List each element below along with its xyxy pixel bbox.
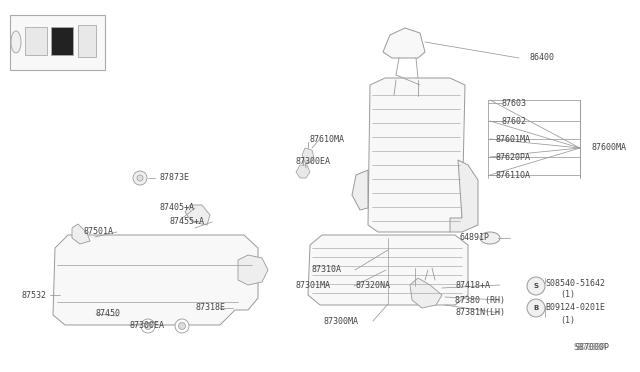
- Polygon shape: [296, 165, 310, 178]
- Polygon shape: [185, 205, 210, 225]
- Text: 87318E: 87318E: [196, 304, 226, 312]
- Circle shape: [137, 175, 143, 181]
- Text: S87000P: S87000P: [574, 343, 606, 353]
- Bar: [25, 27, 47, 55]
- Text: B: B: [533, 305, 539, 311]
- Text: 87405+A: 87405+A: [160, 203, 195, 212]
- Polygon shape: [383, 28, 425, 58]
- Text: 87620PA: 87620PA: [495, 153, 530, 161]
- Text: 87501A: 87501A: [84, 228, 114, 237]
- Text: 87602: 87602: [502, 116, 527, 125]
- Text: 87301MA: 87301MA: [296, 282, 331, 291]
- Text: 87450: 87450: [96, 310, 121, 318]
- Ellipse shape: [11, 31, 21, 53]
- Polygon shape: [308, 235, 468, 305]
- Text: 86400: 86400: [530, 54, 555, 62]
- Circle shape: [527, 299, 545, 317]
- Text: 87300EA: 87300EA: [130, 321, 165, 330]
- Circle shape: [141, 319, 155, 333]
- Text: (1): (1): [560, 315, 575, 324]
- Text: (1): (1): [560, 291, 575, 299]
- Text: 87455+A: 87455+A: [170, 218, 205, 227]
- Text: 87873E: 87873E: [160, 173, 190, 183]
- Text: 87611OA: 87611OA: [495, 170, 530, 180]
- Text: S08540-51642: S08540-51642: [545, 279, 605, 288]
- Bar: [51, 27, 73, 55]
- Polygon shape: [352, 170, 368, 210]
- Circle shape: [175, 319, 189, 333]
- Text: S87000P: S87000P: [574, 343, 609, 353]
- Text: 87610MA: 87610MA: [310, 135, 345, 144]
- Polygon shape: [450, 160, 478, 232]
- Text: 87380 (RH): 87380 (RH): [455, 295, 505, 305]
- Polygon shape: [238, 255, 268, 285]
- Text: 87310A: 87310A: [312, 266, 342, 275]
- Text: 87603: 87603: [502, 99, 527, 108]
- Text: 87320NA: 87320NA: [356, 282, 391, 291]
- Ellipse shape: [480, 232, 500, 244]
- Polygon shape: [302, 148, 314, 163]
- Bar: [10, 15, 105, 70]
- Text: 87300EA: 87300EA: [295, 157, 330, 166]
- Circle shape: [179, 323, 186, 330]
- Text: 64891P: 64891P: [460, 234, 490, 243]
- Circle shape: [527, 277, 545, 295]
- Polygon shape: [53, 235, 258, 325]
- Text: 87601MA: 87601MA: [495, 135, 530, 144]
- Circle shape: [145, 323, 152, 330]
- Circle shape: [133, 171, 147, 185]
- Polygon shape: [368, 78, 465, 232]
- Text: 87300MA: 87300MA: [324, 317, 359, 326]
- Bar: [78, 25, 96, 57]
- Text: 87381N(LH): 87381N(LH): [455, 308, 505, 317]
- Text: 87532: 87532: [22, 291, 47, 299]
- Text: 87418+A: 87418+A: [455, 280, 490, 289]
- Text: B09124-0201E: B09124-0201E: [545, 304, 605, 312]
- Text: S: S: [534, 283, 538, 289]
- Polygon shape: [410, 278, 442, 308]
- Text: 87600MA: 87600MA: [591, 144, 626, 153]
- Polygon shape: [72, 224, 90, 244]
